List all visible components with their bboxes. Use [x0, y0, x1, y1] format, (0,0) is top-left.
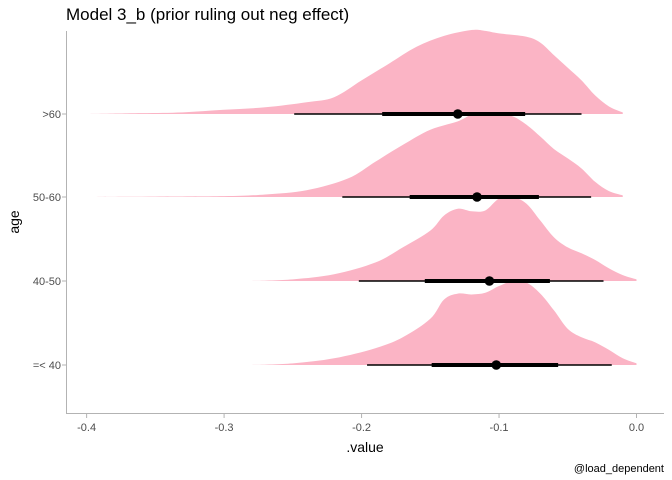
y-tick-label-50-60: 50-60	[33, 192, 61, 204]
y-tick-label-40: =< 40	[33, 360, 61, 372]
x-tick-label-0: -0.4	[77, 422, 96, 434]
x-axis-title: .value	[346, 439, 384, 455]
y-axis-title: age	[6, 210, 22, 234]
x-axis-ticks: -0.4 -0.3 -0.2 -0.1 0.0	[77, 414, 644, 434]
point-estimate-60	[452, 109, 463, 119]
density-ridge-40	[251, 280, 637, 365]
ridges-group	[86, 29, 637, 365]
point-estimate-50-60	[472, 192, 482, 202]
x-tick-label-4: 0.0	[629, 422, 644, 434]
x-tick-label-2: -0.2	[352, 422, 371, 434]
point-estimate-40	[491, 360, 502, 370]
y-tick-label-40-50: 40-50	[33, 276, 61, 288]
point-estimate-40-50	[484, 276, 495, 286]
chart-caption: @load_dependent	[574, 463, 664, 475]
y-axis-ticks: =< 40 40-50 50-60 >60	[33, 109, 66, 372]
y-tick-label-60: >60	[42, 109, 61, 121]
density-ridge-50-60	[86, 113, 623, 197]
density-ridge-60	[86, 29, 623, 114]
x-tick-label-1: -0.3	[215, 422, 234, 434]
chart-title: Model 3_b (prior ruling out neg effect)	[66, 5, 349, 24]
x-tick-label-3: -0.1	[490, 422, 509, 434]
density-ridge-40-50	[251, 196, 637, 281]
intervals-group	[294, 109, 612, 370]
